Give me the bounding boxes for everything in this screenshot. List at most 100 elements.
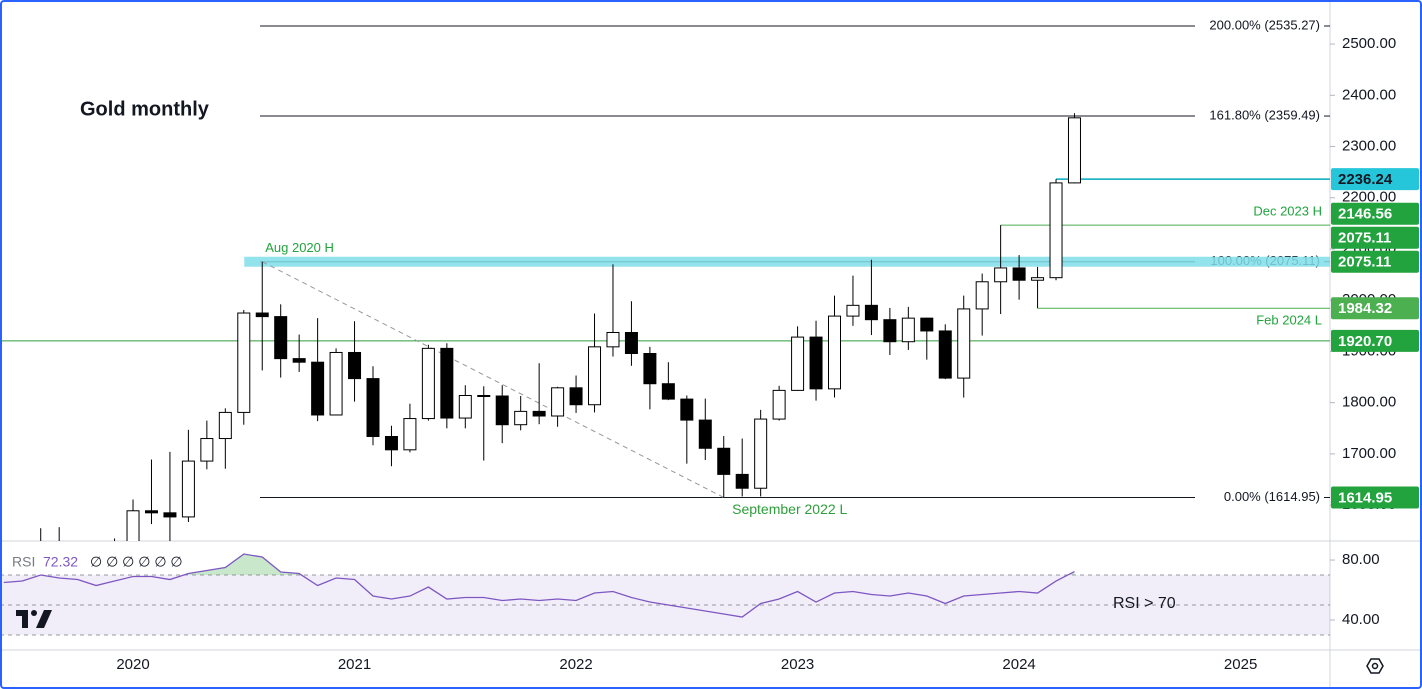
price-badge-label: 1920.70 <box>1338 333 1392 350</box>
candle-body <box>846 304 860 317</box>
candle-body <box>920 317 934 332</box>
price-badge <box>1331 226 1419 249</box>
candle-body <box>680 398 694 421</box>
candle-body <box>311 361 325 416</box>
candle-body <box>348 351 362 380</box>
price-badge <box>1331 202 1419 225</box>
rsi-pane <box>0 553 1330 636</box>
candle-body <box>274 316 288 360</box>
candle-body <box>624 331 638 354</box>
candle-body <box>514 410 528 426</box>
candle-body <box>809 336 823 390</box>
y-tick-label: 1800.00 <box>1342 394 1396 411</box>
candle-body <box>551 387 565 417</box>
price-badge-label: 2236.24 <box>1338 171 1393 188</box>
rsi-note: RSI > 70 <box>1113 595 1176 612</box>
candle-body <box>532 410 546 417</box>
price-badge <box>1331 297 1419 320</box>
y-tick-label: 1700.00 <box>1342 445 1396 462</box>
candle-body <box>237 312 251 413</box>
price-badge <box>1331 486 1419 509</box>
level-label: Dec 2023 H <box>1253 204 1322 219</box>
rsi-y-tick-label: 80.00 <box>1342 551 1380 568</box>
candle-body <box>292 358 306 363</box>
x-tick-label: 2022 <box>559 656 592 673</box>
candle-body <box>477 395 491 398</box>
candle-body <box>181 460 195 518</box>
candle-body <box>403 418 417 451</box>
candle-body <box>1049 182 1063 279</box>
candle-body <box>255 312 269 318</box>
x-tick-label: 2024 <box>1002 656 1035 673</box>
y-tick-label: 2300.00 <box>1342 137 1396 154</box>
candle-body <box>421 347 435 420</box>
candle-body <box>606 331 620 348</box>
rsi-legend-name: RSI <box>12 554 35 570</box>
candle-body <box>569 387 583 406</box>
candle-body <box>975 281 989 310</box>
candle-body <box>883 319 897 343</box>
candle-body <box>366 378 380 437</box>
x-tick-label: 2023 <box>781 656 814 673</box>
candle-body <box>643 352 657 385</box>
rsi-line <box>3 553 1075 618</box>
price-pane: 200.00% (2535.27)161.80% (2359.49)100.00… <box>0 17 1330 541</box>
price-badge <box>1331 168 1419 191</box>
candle-body <box>957 308 971 379</box>
price-badge <box>1331 329 1419 352</box>
level-label: Aug 2020 H <box>265 240 334 255</box>
candle-body <box>440 347 454 419</box>
rsi-overbought-fill <box>40 554 1075 576</box>
price-badge-label: 2075.11 <box>1338 254 1391 271</box>
candle-body <box>126 510 140 541</box>
y-tick-label: 2400.00 <box>1342 86 1396 103</box>
annotation: September 2022 L <box>732 501 847 517</box>
price-badge-label: 1614.95 <box>1338 489 1392 506</box>
candle-body <box>791 336 805 391</box>
candle-body <box>458 395 472 419</box>
x-tick-label: 2025 <box>1224 656 1257 673</box>
x-tick-label: 2020 <box>116 656 149 673</box>
candle-body <box>495 395 509 426</box>
chart-title: Gold monthly <box>80 98 210 120</box>
candle-body <box>218 411 232 440</box>
candle-body <box>384 435 398 451</box>
fib-level-label: 161.80% (2359.49) <box>1209 107 1320 122</box>
y-tick-label: 2200.00 <box>1342 189 1396 206</box>
y-tick-label: 2500.00 <box>1342 35 1396 52</box>
candle-body <box>1067 117 1081 184</box>
candle-body <box>994 267 1008 283</box>
candle-body <box>772 389 786 420</box>
axes: 1600.001700.001800.001900.002000.002100.… <box>12 35 1419 673</box>
candle-body <box>698 419 712 449</box>
price-badge-label: 1984.32 <box>1338 300 1392 317</box>
level-label: Feb 2024 L <box>1256 313 1322 328</box>
x-tick-label: 2021 <box>338 656 371 673</box>
settings-button[interactable] <box>1366 658 1384 674</box>
candle-body <box>735 473 749 489</box>
candle-body <box>163 512 177 518</box>
rsi-legend-symbols: ∅ ∅ ∅ ∅ ∅ ∅ <box>90 554 183 570</box>
candle-body <box>938 330 952 379</box>
candle-body <box>329 351 343 416</box>
candle-body <box>901 317 915 343</box>
fib-level-label: 0.00% (1614.95) <box>1224 489 1320 504</box>
candle-body <box>588 346 602 406</box>
price-badge <box>1331 250 1419 273</box>
candle-body <box>828 315 841 390</box>
candle-body <box>200 438 214 462</box>
candle-body <box>661 383 675 400</box>
price-badge-label: 2075.11 <box>1338 230 1391 247</box>
candle-body <box>754 418 768 489</box>
candle-body <box>864 304 878 321</box>
tradingview-logo <box>16 610 52 628</box>
price-badge-label: 2146.56 <box>1338 206 1392 223</box>
rsi-legend-value: 72.32 <box>43 554 78 570</box>
fib-level-label: 200.00% (2535.27) <box>1209 17 1320 32</box>
level-band <box>244 256 1330 267</box>
candle-body <box>1031 277 1045 281</box>
